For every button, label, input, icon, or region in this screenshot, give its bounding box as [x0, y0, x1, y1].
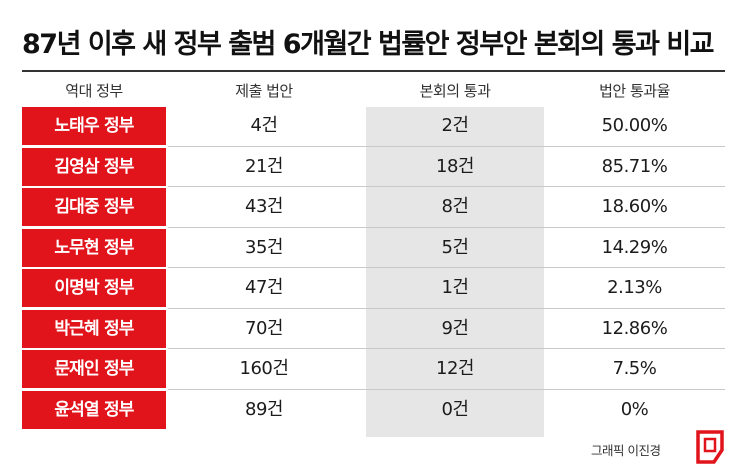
rate-cell: 14.29% [601, 236, 668, 258]
publisher-logo-icon [696, 430, 724, 464]
table-row: 김영삼 정부 21건 18건 85.71% [22, 147, 725, 187]
government-label: 노태우 정부 [22, 107, 166, 145]
rate-cell: 85.71% [601, 155, 668, 177]
passed-cell: 9건 [366, 309, 544, 348]
graphic-credit: 그래픽 이진경 [591, 443, 661, 458]
title-divider [22, 70, 725, 72]
table-row: 윤석열 정부 89건 0건 0% [22, 390, 725, 429]
government-label: 김대중 정부 [22, 188, 166, 226]
submitted-cell: 4건 [250, 115, 278, 136]
header-passed: 본회의 통과 [419, 82, 491, 100]
table-row: 노무현 정부 35건 5건 14.29% [22, 228, 725, 268]
passed-cell: 1건 [366, 269, 544, 307]
page-title: 87년 이후 새 정부 출범 6개월간 법률안 정부안 본회의 통과 비교 [22, 29, 715, 60]
government-label: 이명박 정부 [22, 269, 166, 307]
rate-cell: 18.60% [601, 196, 668, 217]
table-row: 박근혜 정부 70건 9건 12.86% [22, 309, 725, 349]
rate-cell: 7.5% [612, 358, 657, 379]
comparison-table: 노태우 정부 4건 2건 50.00% 김영삼 정부 21건 18건 85.71… [22, 107, 725, 431]
passed-cell: 18건 [366, 147, 544, 186]
rate-cell: 12.86% [601, 317, 668, 339]
header-rate: 법안 통과율 [599, 82, 670, 100]
header-submitted: 제출 법안 [235, 82, 293, 100]
rate-cell: 2.13% [607, 277, 662, 298]
table-row: 문재인 정부 160건 12건 7.5% [22, 350, 725, 390]
submitted-cell: 89건 [245, 398, 283, 420]
submitted-cell: 47건 [245, 277, 283, 298]
submitted-cell: 70건 [245, 317, 283, 339]
rate-cell: 0% [620, 398, 649, 420]
submitted-cell: 43건 [245, 196, 283, 217]
government-label: 노무현 정부 [22, 228, 166, 267]
submitted-cell: 21건 [245, 155, 283, 177]
submitted-cell: 160건 [239, 358, 289, 379]
table-row: 김대중 정부 43건 8건 18.60% [22, 188, 725, 228]
passed-cell: 8건 [366, 188, 544, 226]
government-label: 문재인 정부 [22, 350, 166, 388]
government-label: 김영삼 정부 [22, 147, 166, 186]
submitted-cell: 35건 [245, 236, 283, 258]
table-row: 이명박 정부 47건 1건 2.13% [22, 269, 725, 309]
passed-cell: 12건 [366, 350, 544, 388]
passed-cell: 0건 [366, 390, 544, 429]
government-label: 윤석열 정부 [22, 390, 166, 429]
passed-cell: 5건 [366, 228, 544, 267]
table-header: 역대 정부 제출 법안 본회의 통과 법안 통과율 [22, 76, 725, 104]
government-label: 박근혜 정부 [22, 309, 166, 348]
table-row: 노태우 정부 4건 2건 50.00% [22, 107, 725, 147]
rate-cell: 50.00% [601, 115, 668, 136]
header-government: 역대 정부 [65, 82, 123, 100]
passed-cell: 2건 [366, 107, 544, 145]
